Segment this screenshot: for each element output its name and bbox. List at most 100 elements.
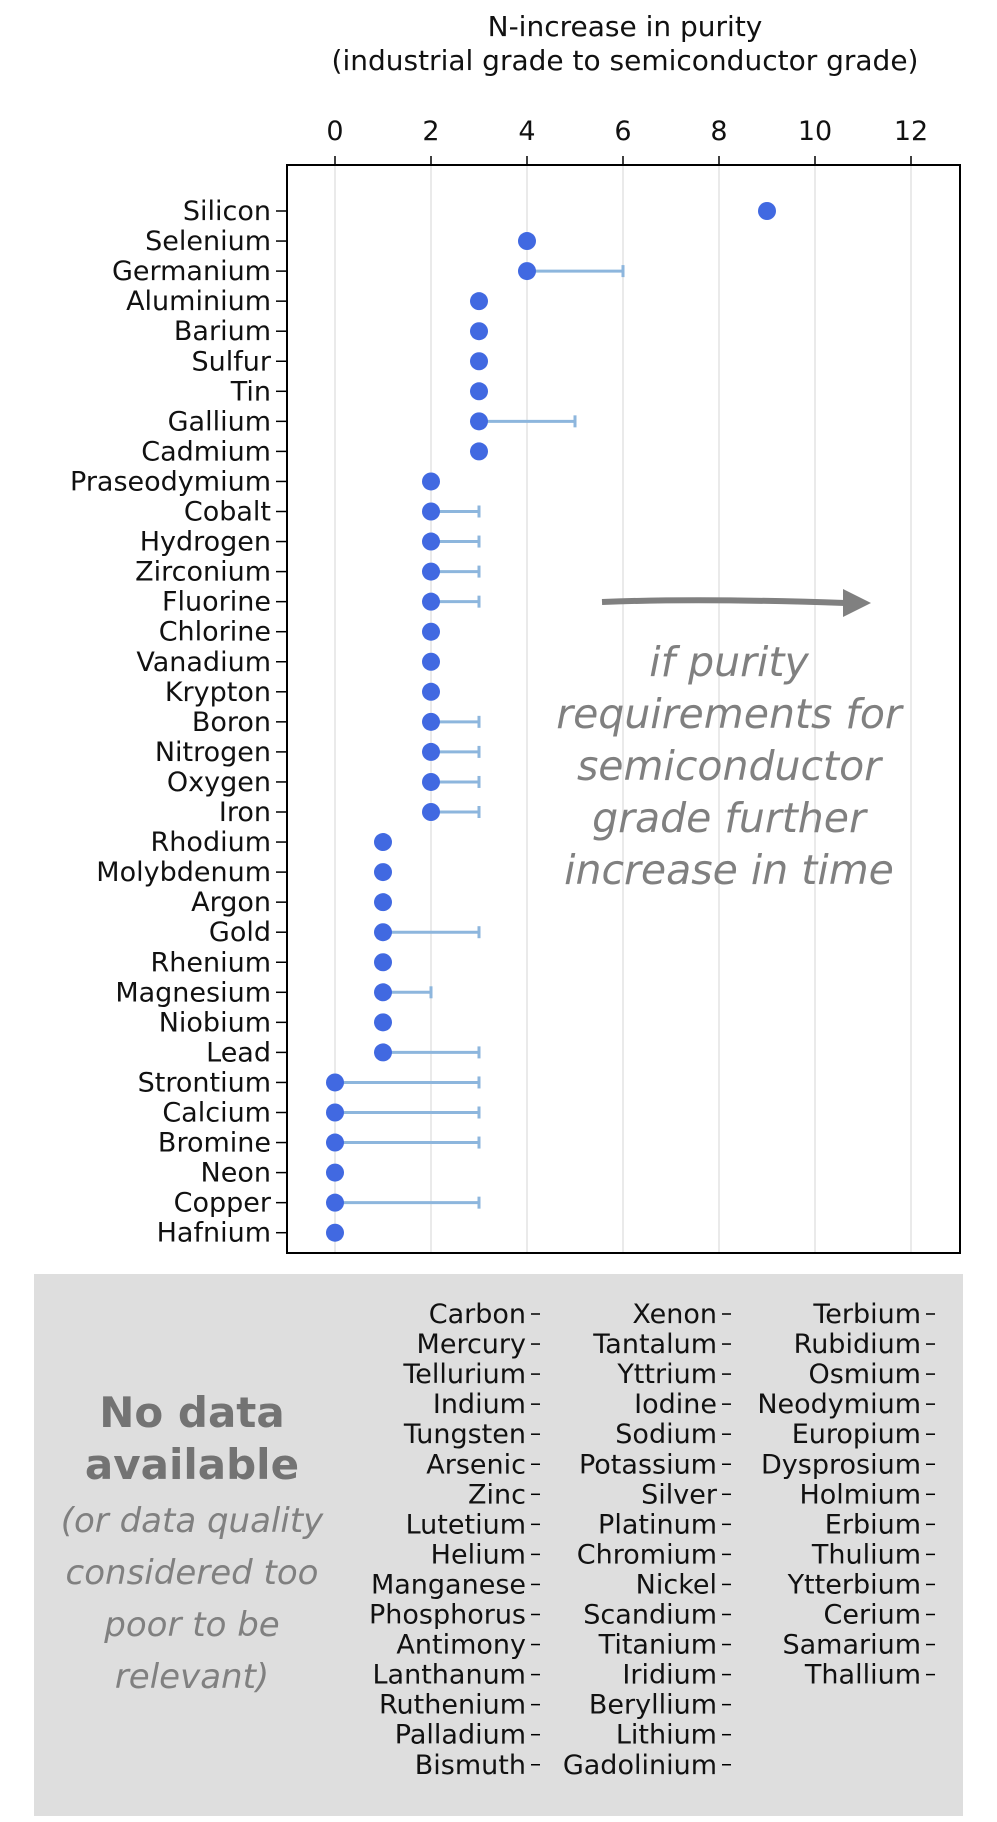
x-tick-label: 4 (518, 116, 535, 147)
category-label: Gold (209, 917, 271, 948)
no-data-element-label: Beryllium (589, 1690, 717, 1721)
no-data-element-label: Europium (792, 1419, 921, 1450)
no-data-title-line-2: available (85, 1440, 299, 1489)
annotation-line-5: increase in time (564, 846, 894, 894)
data-point (422, 772, 440, 791)
data-point (374, 983, 392, 1002)
no-data-element-label: Lithium (616, 1720, 717, 1751)
data-point (374, 1013, 392, 1032)
no-data-element-label: Lutetium (406, 1509, 526, 1540)
x-tick-label: 2 (422, 116, 439, 147)
arrow-head-icon (843, 589, 871, 617)
annotation-line-2: requirements for (556, 690, 904, 738)
x-tick-label: 12 (894, 116, 928, 147)
grid-lines (334, 165, 912, 1253)
no-data-panel: No data available (or data quality consi… (34, 1274, 963, 1816)
category-label: Oxygen (167, 767, 271, 798)
category-label: Vanadium (136, 647, 271, 678)
data-point (422, 803, 440, 821)
data-point (422, 682, 440, 701)
chart-title-line-1: N-increase in purity (488, 10, 763, 43)
category-label: Lead (206, 1037, 271, 1068)
no-data-element-label: Indium (433, 1389, 526, 1420)
data-point (422, 742, 440, 761)
no-data-element-label: Neodymium (757, 1389, 921, 1420)
no-data-element-label: Terbium (812, 1299, 921, 1330)
data-point (422, 622, 440, 641)
data-point (374, 953, 392, 972)
no-data-element-label: Osmium (808, 1359, 921, 1390)
no-data-element-label: Palladium (395, 1720, 526, 1751)
no-data-element-label: Carbon (429, 1299, 526, 1330)
data-point (326, 1103, 344, 1122)
data-point (422, 562, 440, 581)
category-label: Nitrogen (155, 737, 271, 768)
category-label: Zirconium (135, 557, 271, 588)
no-data-element-label: Arsenic (426, 1449, 526, 1480)
plot-frame (286, 164, 961, 1254)
data-point (374, 923, 392, 942)
annotation-line-4: grade further (592, 794, 868, 842)
no-data-element-label: Gadolinium (563, 1750, 717, 1781)
data-point (422, 712, 440, 731)
no-data-element-label: Erbium (825, 1509, 921, 1540)
no-data-element-label: Mercury (417, 1329, 526, 1360)
right-arrow-icon (601, 597, 846, 606)
data-point (518, 262, 536, 281)
data-point (470, 292, 488, 311)
no-data-element-label: Thulium (811, 1539, 921, 1570)
no-data-element-label: Tungsten (403, 1419, 526, 1450)
no-data-note-line-3: poor to be (103, 1605, 279, 1645)
data-point (470, 322, 488, 341)
data-point (326, 1223, 344, 1242)
data-point (422, 502, 440, 521)
category-label: Cobalt (184, 497, 271, 528)
no-data-element-label: Scandium (583, 1600, 717, 1631)
category-labels: SiliconSeleniumGermaniumAluminiumBariumS… (70, 196, 287, 1249)
category-label: Rhodium (151, 827, 271, 858)
data-point (758, 202, 776, 220)
data-point (470, 412, 488, 431)
data-point (374, 893, 392, 912)
no-data-element-columns: CarbonMercuryTelluriumIndiumTungstenArse… (369, 1299, 935, 1781)
no-data-panel-background (34, 1274, 963, 1816)
no-data-element-label: Ruthenium (379, 1690, 526, 1721)
category-label: Bromine (158, 1128, 271, 1159)
category-label: Krypton (165, 677, 271, 708)
no-data-element-label: Platinum (598, 1509, 717, 1540)
data-point (374, 833, 392, 852)
data-point (470, 442, 488, 461)
no-data-note-line-4: relevant) (115, 1657, 269, 1697)
no-data-element-label: Antimony (396, 1630, 526, 1661)
no-data-element-label: Ytterbium (787, 1569, 921, 1600)
data-point (518, 232, 536, 251)
category-label: Selenium (145, 226, 271, 257)
category-label: Neon (201, 1158, 271, 1189)
no-data-element-label: Sodium (615, 1419, 717, 1450)
data-point (326, 1133, 344, 1152)
no-data-element-label: Samarium (782, 1630, 921, 1661)
category-label: Boron (192, 707, 271, 738)
data-point (422, 652, 440, 671)
category-label: Aluminium (126, 286, 271, 317)
no-data-element-label: Potassium (579, 1449, 717, 1480)
category-label: Strontium (138, 1067, 271, 1098)
no-data-element-label: Yttrium (616, 1359, 717, 1390)
data-point (422, 532, 440, 551)
no-data-element-label: Rubidium (794, 1329, 921, 1360)
trend-annotation: if purity requirements for semiconductor… (556, 589, 904, 894)
no-data-note-line-1: (or data quality (61, 1501, 324, 1541)
category-label: Hafnium (157, 1218, 271, 1249)
category-label: Silicon (183, 196, 271, 227)
no-data-note-line-2: considered too (66, 1553, 319, 1593)
category-label: Iron (219, 797, 271, 828)
data-point (422, 472, 440, 491)
data-point (470, 352, 488, 371)
category-label: Gallium (168, 406, 271, 437)
category-label: Fluorine (162, 587, 271, 618)
no-data-element-label: Xenon (632, 1299, 717, 1330)
category-label: Chlorine (159, 617, 271, 648)
no-data-element-label: Tantalum (592, 1329, 717, 1360)
data-point (374, 863, 392, 882)
